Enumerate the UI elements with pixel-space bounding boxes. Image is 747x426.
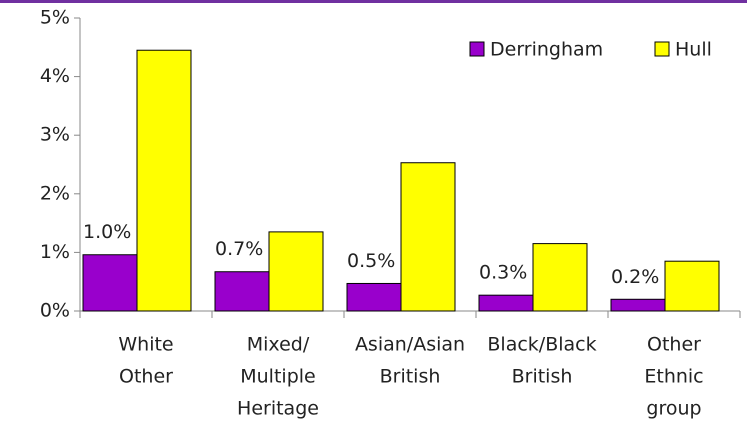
data-label: 1.0% [83, 221, 131, 243]
data-label: 0.5% [347, 250, 395, 272]
legend-label: Hull [675, 39, 712, 61]
y-tick-label: 0% [40, 300, 70, 322]
legend-label: Derringham [490, 39, 603, 61]
bar [346, 282, 402, 312]
x-tick-label: Ethnic [644, 366, 703, 388]
x-tick-label: British [512, 366, 573, 388]
bar [400, 162, 456, 312]
x-tick-label: Mixed/ [247, 334, 310, 356]
y-tick-label: 1% [40, 241, 70, 263]
bar [532, 243, 588, 312]
x-tick-label: Other [647, 334, 701, 356]
data-label: 0.3% [479, 262, 527, 284]
x-tick-label: group [646, 398, 701, 420]
y-tick-label: 4% [40, 65, 70, 87]
bar [82, 254, 138, 312]
data-label: 0.7% [215, 238, 263, 260]
x-tick-label: Black/Black [487, 334, 596, 356]
bar [478, 294, 534, 312]
y-tick-label: 2% [40, 182, 70, 204]
x-tick-label: Multiple [240, 366, 315, 388]
data-label: 0.2% [611, 266, 659, 288]
y-tick-label: 3% [40, 124, 70, 146]
bar [664, 260, 720, 312]
x-tick-label: Asian/Asian [355, 334, 465, 356]
legend-swatch [654, 41, 670, 57]
bar [268, 231, 324, 312]
x-tick-label: White [118, 334, 173, 356]
x-tick-label: Other [119, 366, 173, 388]
bar [136, 49, 192, 312]
x-tick-label: Heritage [237, 398, 319, 420]
legend-swatch [469, 41, 485, 57]
y-tick-label: 5% [40, 7, 70, 29]
bar [214, 271, 270, 312]
bar [610, 298, 666, 312]
x-tick-label: British [380, 366, 441, 388]
top-border [0, 0, 747, 3]
